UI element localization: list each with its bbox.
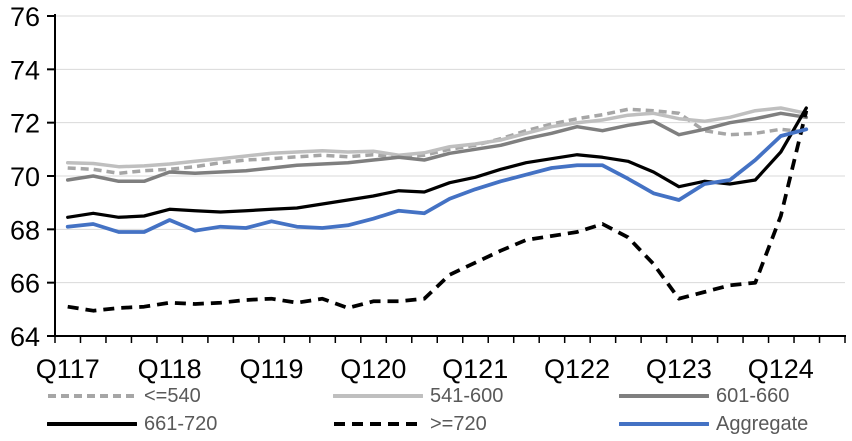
legend-item-661-720: 661-720: [47, 412, 217, 436]
x-axis-label: Q121: [442, 354, 508, 384]
legend-label-661-720: 661-720: [144, 412, 218, 435]
series-line--540: [67, 107, 807, 176]
legend-swatch-541-600: [333, 394, 423, 398]
legend-label-541-600: 541-600: [430, 384, 504, 407]
x-axis-label: Q124: [748, 354, 814, 384]
x-axis-label: Q123: [646, 354, 712, 384]
series-line--720: [67, 110, 809, 313]
legend-label-aggregate: Aggregate: [716, 412, 809, 435]
y-axis-label: 64: [10, 322, 40, 352]
legend-item-gte720: >=720: [333, 412, 487, 436]
y-axis-label: 74: [10, 55, 40, 85]
legend-label-601-660: 601-660: [716, 384, 790, 407]
y-axis-label: 66: [10, 269, 40, 299]
x-axis-label: Q119: [239, 354, 303, 384]
y-axis-label: 72: [10, 109, 40, 139]
legend-item-541-600: 541-600: [333, 384, 503, 408]
legend-label-lte540: <=540: [144, 384, 201, 407]
x-axis-label: Q120: [340, 354, 406, 384]
y-axis-label: 68: [10, 215, 40, 245]
series-line-601-660: [65, 111, 809, 184]
legend-swatch-gte720: [334, 422, 422, 426]
legend-item-aggregate: Aggregate: [619, 412, 808, 436]
legend-item-lte540: <=540: [47, 384, 201, 408]
legend-swatch-601-660: [619, 394, 709, 398]
y-axis-label: 70: [10, 162, 40, 192]
x-axis-label: Q117: [36, 354, 100, 384]
series-line-661-720: [66, 106, 808, 219]
legend-item-601-660: 601-660: [619, 384, 789, 408]
legend-swatch-lte540: [48, 394, 136, 398]
legend-swatch-aggregate: [619, 422, 709, 426]
x-axis-label: Q118: [138, 354, 202, 384]
legend-label-gte720: >=720: [430, 412, 487, 435]
y-axis-label: 76: [10, 2, 40, 32]
series-line-aggregate: [65, 127, 809, 234]
legend-swatch-661-720: [47, 422, 137, 426]
series-line-541-600: [65, 106, 809, 169]
x-axis-label: Q122: [544, 354, 610, 384]
